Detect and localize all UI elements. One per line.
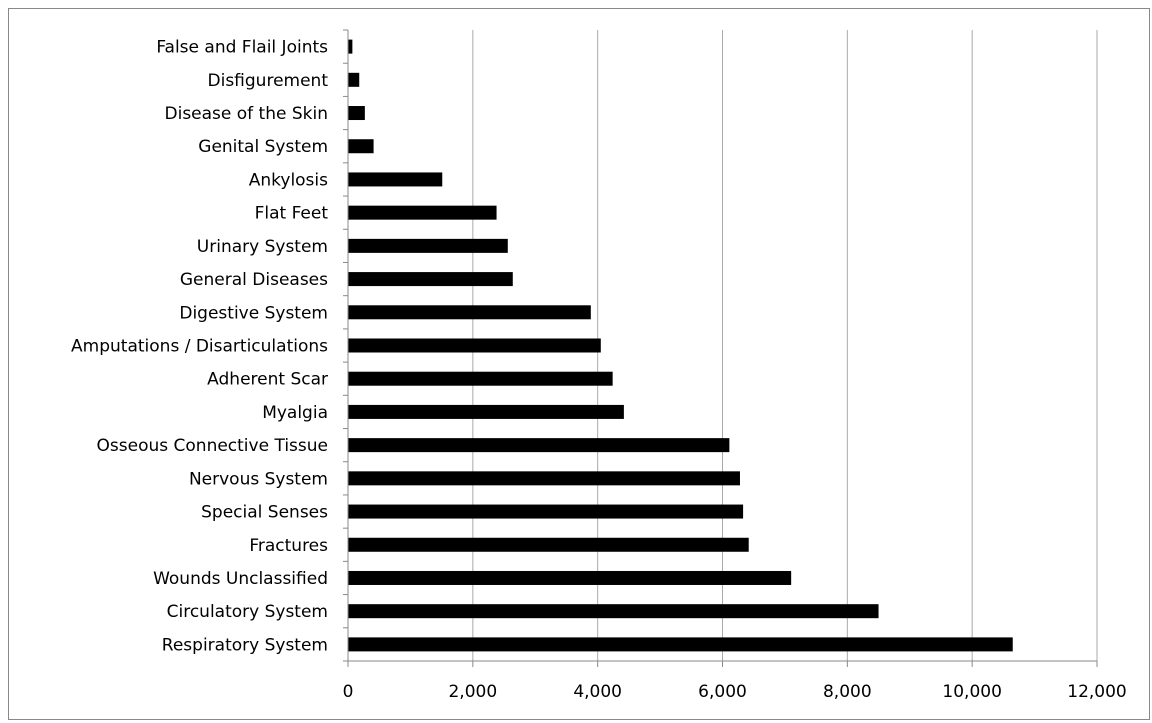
bar	[348, 471, 740, 486]
x-tick-label: 12,000	[1067, 682, 1126, 702]
bar	[348, 139, 374, 154]
category-label: Ankylosis	[249, 170, 328, 190]
bar	[348, 504, 744, 519]
x-tick-label: 10,000	[942, 682, 1001, 702]
bar	[348, 238, 508, 253]
bar	[348, 371, 613, 386]
bar	[348, 272, 513, 287]
category-labels: False and Flail Joints Disfigurement Disea…	[71, 38, 328, 656]
category-label: Genital System	[198, 137, 328, 157]
bar	[348, 39, 353, 54]
category-label: Nervous System	[189, 469, 328, 489]
bar	[348, 305, 591, 320]
category-label: Wounds Unclassified	[153, 569, 328, 589]
bar	[348, 338, 601, 353]
bar	[348, 637, 1013, 652]
category-label: Special Senses	[201, 503, 328, 523]
bar	[348, 404, 624, 419]
category-label: Flat Feet	[255, 204, 329, 224]
bar	[348, 172, 443, 187]
x-tick-label: 0	[343, 682, 354, 702]
chart-frame	[8, 8, 1150, 720]
category-label: Amputations / Disarticulations	[71, 337, 328, 357]
category-label: General Diseases	[180, 270, 328, 290]
bar	[348, 604, 879, 619]
category-label: Myalgia	[262, 403, 328, 423]
category-label: Circulatory System	[167, 602, 328, 622]
x-tick-labels: 0 2,000 4,000 6,000 8,000 10,000 12,000	[343, 682, 1127, 702]
bar	[348, 106, 365, 121]
bar	[348, 72, 360, 87]
bar	[348, 537, 749, 552]
category-label: Adherent Scar	[207, 370, 328, 390]
category-label: Digestive System	[179, 303, 328, 323]
x-tick-label: 2,000	[448, 682, 497, 702]
category-label: Osseous Connective Tissue	[97, 436, 328, 456]
bar	[348, 438, 730, 453]
grid-lines	[472, 30, 1098, 661]
x-tick-label: 8,000	[823, 682, 872, 702]
axes	[343, 29, 1098, 667]
bar	[348, 570, 792, 585]
x-tick-label: 4,000	[573, 682, 622, 702]
category-label: Fractures	[249, 536, 328, 556]
category-label: Respiratory System	[162, 635, 328, 655]
bars	[348, 39, 1013, 652]
category-label: False and Flail Joints	[156, 38, 328, 58]
category-label: Disease of the Skin	[165, 104, 329, 124]
x-tick-label: 6,000	[698, 682, 747, 702]
category-label: Disfigurement	[208, 71, 329, 91]
category-label: Urinary System	[197, 237, 328, 257]
bar	[348, 205, 497, 220]
